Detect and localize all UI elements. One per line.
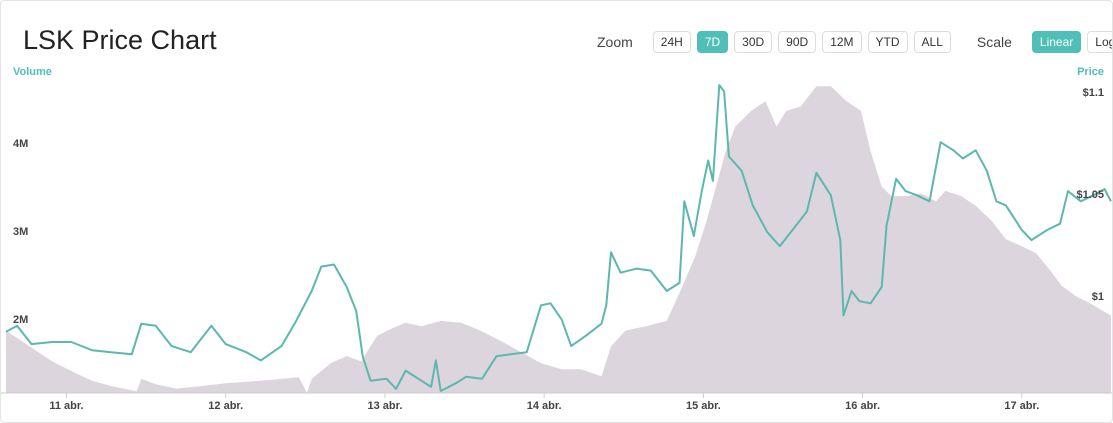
y2-tick-label: $1.1	[1083, 87, 1104, 99]
x-tick-label: 17 abr.	[1004, 400, 1039, 412]
y-tick-label: 4M	[13, 138, 28, 150]
zoom-button[interactable]: 7D	[696, 31, 729, 53]
scale-button[interactable]: Linear	[1031, 31, 1082, 53]
y-axis-label: Volume	[13, 66, 52, 78]
x-tick-label: 16 abr.	[845, 400, 880, 412]
scale-label: Scale	[976, 34, 1012, 50]
x-tick-label: 13 abr.	[368, 400, 403, 412]
zoom-button[interactable]: 24H	[652, 31, 691, 53]
zoom-button[interactable]: ALL	[913, 31, 951, 53]
x-tick-label: 14 abr.	[527, 400, 562, 412]
zoom-button[interactable]: 30D	[734, 31, 773, 53]
y-tick-label: 3M	[13, 226, 28, 238]
zoom-button[interactable]: 12M	[822, 31, 862, 53]
x-tick-label: 15 abr.	[686, 400, 721, 412]
zoom-label: Zoom	[597, 34, 633, 50]
y-tick-label: 2M	[13, 314, 28, 326]
zoom-button[interactable]: 90D	[778, 31, 817, 53]
chart-title: LSK Price Chart	[23, 25, 217, 55]
volume-area	[6, 86, 1111, 394]
price-line	[5, 84, 1112, 392]
y2-tick-label: $1.05	[1076, 189, 1104, 201]
x-tick-label: 12 abr.	[208, 400, 243, 412]
zoom-button[interactable]: YTD	[867, 31, 908, 53]
x-tick-label: 11 abr.	[49, 400, 83, 412]
scale-button[interactable]: Log	[1087, 31, 1112, 53]
y2-axis-label: Price	[1077, 66, 1104, 78]
y2-tick-label: $1	[1092, 291, 1104, 303]
